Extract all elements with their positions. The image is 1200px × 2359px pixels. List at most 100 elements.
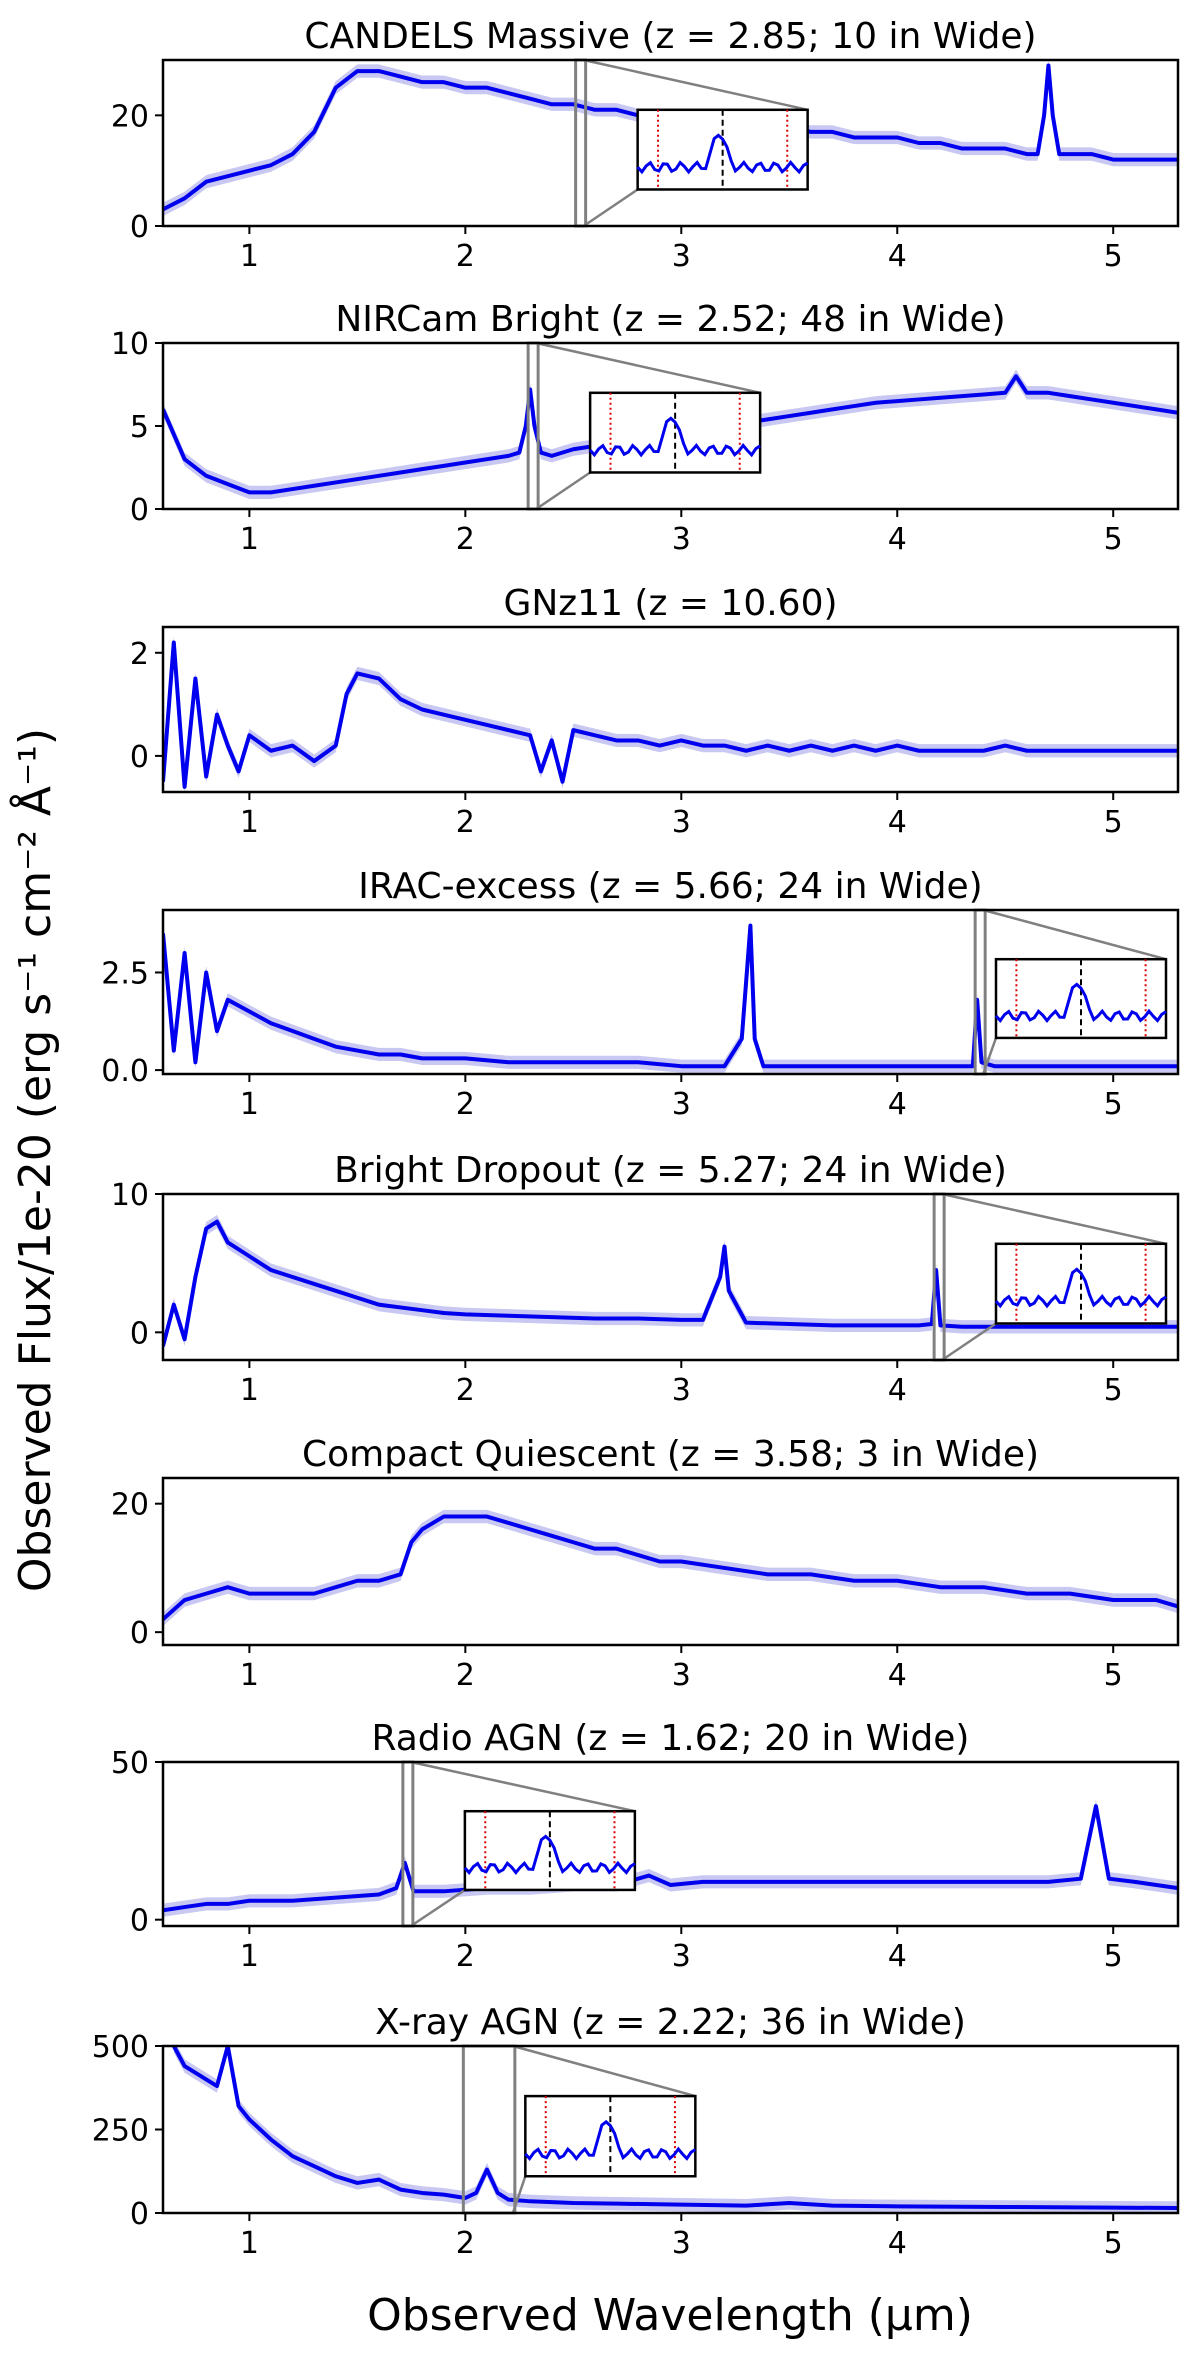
x-tick-label: 2 (456, 1087, 475, 1122)
zoom-connector (583, 58, 808, 112)
inset-spectrum (994, 982, 1167, 1024)
spectrum-panel: GNz11 (z = 10.60) 1 2 3 4 5 0 2 (130, 583, 1180, 840)
y-tick-label: 500 (92, 2030, 149, 2065)
inset-spectrum (524, 2119, 697, 2162)
spectrum-line (163, 1219, 1178, 1347)
zoom-connector (582, 188, 639, 228)
x-tick-label: 5 (1104, 239, 1123, 274)
spectrum-panel: X-ray AGN (z = 2.22; 36 in Wide) 1 2 3 4 5 0 25… (92, 2002, 1180, 2261)
x-tick-label: 5 (1104, 1939, 1123, 1974)
x-tick-label: 2 (456, 2226, 475, 2261)
x-tick-label: 5 (1104, 522, 1123, 557)
spectrum-panel: CANDELS Massive (z = 2.85; 10 in Wide) 1 2… (111, 16, 1180, 274)
zoom-connector (941, 1192, 1167, 1246)
zoom-inset (524, 2094, 697, 2178)
inset-spectrum (636, 133, 809, 175)
x-tick-label: 3 (672, 1087, 691, 1122)
x-tick-label: 4 (888, 1939, 907, 1974)
axes-frame (161, 1192, 1180, 1362)
zoom-inset (994, 957, 1168, 1040)
inset-spectrum (589, 416, 761, 458)
axes-frame (161, 908, 1180, 1076)
axes-frame (161, 1476, 1180, 1647)
zoom-connector (410, 1760, 636, 1813)
zoom-connector (941, 1322, 997, 1362)
panel-title: GNz11 (z = 10.60) (503, 583, 837, 624)
axes-frame (161, 625, 1180, 794)
y-tick-label: 2 (130, 637, 149, 672)
zoom-connector (410, 1888, 466, 1928)
spectrum-panel: NIRCam Bright (z = 2.52; 48 in Wide) 1 2 3 4… (111, 299, 1180, 557)
x-axis-label: Observed Wavelength (μm) (367, 2290, 973, 2341)
x-tick-label: 1 (240, 805, 259, 840)
y-tick-label: 0 (130, 740, 149, 775)
inset-spectrum (463, 1834, 636, 1876)
panel-title: CANDELS Massive (z = 2.85; 10 in Wide) (304, 16, 1036, 57)
uncertainty-band (163, 1215, 1178, 1353)
x-tick-label: 1 (240, 1658, 259, 1693)
x-tick-label: 4 (888, 1087, 907, 1122)
x-tick-label: 3 (672, 2226, 691, 2261)
y-tick-label: 5 (130, 410, 149, 445)
x-tick-label: 5 (1104, 805, 1123, 840)
spectrum-panel: IRAC-excess (z = 5.66; 24 in Wide) 1 2 3 4 5 0… (101, 866, 1180, 1122)
zoom-connector (535, 341, 761, 395)
y-tick-label: 2.5 (101, 956, 149, 991)
zoom-connector (535, 471, 591, 511)
x-tick-label: 3 (672, 805, 691, 840)
x-tick-label: 5 (1104, 1087, 1123, 1122)
x-tick-label: 1 (240, 1939, 259, 1974)
x-tick-label: 3 (672, 1939, 691, 1974)
x-tick-label: 5 (1104, 1373, 1123, 1408)
y-tick-label: 0 (130, 1316, 149, 1351)
x-tick-label: 4 (888, 522, 907, 557)
panel-title: Radio AGN (z = 1.62; 20 in Wide) (372, 1718, 970, 1759)
x-tick-label: 1 (240, 239, 259, 274)
x-tick-label: 3 (672, 1658, 691, 1693)
y-axis-label: Observed Flux/1e-20 (erg s⁻¹ cm⁻² Å⁻¹) (8, 728, 61, 1592)
x-tick-label: 1 (240, 2226, 259, 2261)
y-tick-label: 20 (111, 99, 149, 134)
y-tick-label: 0 (130, 210, 149, 245)
zoom-marker (574, 58, 588, 228)
x-tick-label: 1 (240, 522, 259, 557)
spectrum-line (163, 923, 1178, 1069)
axes-frame (161, 1760, 1180, 1928)
x-tick-label: 2 (456, 1939, 475, 1974)
spectrum-panel: Compact Quiescent (z = 3.58; 3 in Wide) 1… (111, 1434, 1180, 1693)
y-tick-label: 0 (130, 493, 149, 528)
spectrum-line (163, 1514, 1178, 1621)
x-tick-label: 2 (456, 522, 475, 557)
panel-title: Bright Dropout (z = 5.27; 24 in Wide) (334, 1150, 1007, 1191)
zoom-inset (588, 391, 762, 474)
panel-title: NIRCam Bright (z = 2.52; 48 in Wide) (335, 299, 1005, 340)
zoom-marker (461, 2044, 517, 2215)
x-tick-label: 5 (1104, 1658, 1123, 1693)
x-tick-label: 4 (888, 1373, 907, 1408)
y-tick-label: 10 (111, 1178, 149, 1213)
y-tick-label: 0 (130, 2197, 149, 2232)
x-tick-label: 4 (888, 2226, 907, 2261)
x-tick-label: 4 (888, 1658, 907, 1693)
spectrum-line (172, 2046, 1178, 2210)
spectrum-panel: Bright Dropout (z = 5.27; 24 in Wide) 1 2 3… (111, 1150, 1180, 1408)
spectrum-line (163, 1804, 1178, 1913)
panel-title: X-ray AGN (z = 2.22; 36 in Wide) (375, 2002, 966, 2043)
y-tick-label: 0.0 (101, 1054, 149, 1089)
x-tick-label: 2 (456, 805, 475, 840)
x-tick-label: 1 (240, 1087, 259, 1122)
y-tick-label: 10 (111, 327, 149, 362)
zoom-connector (512, 2044, 696, 2098)
y-tick-label: 0 (130, 1616, 149, 1651)
axes-frame (161, 58, 1180, 228)
zoom-inset (636, 108, 809, 191)
y-tick-label: 50 (111, 1746, 149, 1781)
spectrum-line (163, 640, 1178, 789)
zoom-inset (994, 1242, 1168, 1325)
y-tick-label: 20 (111, 1488, 149, 1523)
uncertainty-band (163, 1509, 1178, 1626)
y-tick-label: 250 (92, 2114, 149, 2149)
zoom-marker (401, 1760, 415, 1928)
